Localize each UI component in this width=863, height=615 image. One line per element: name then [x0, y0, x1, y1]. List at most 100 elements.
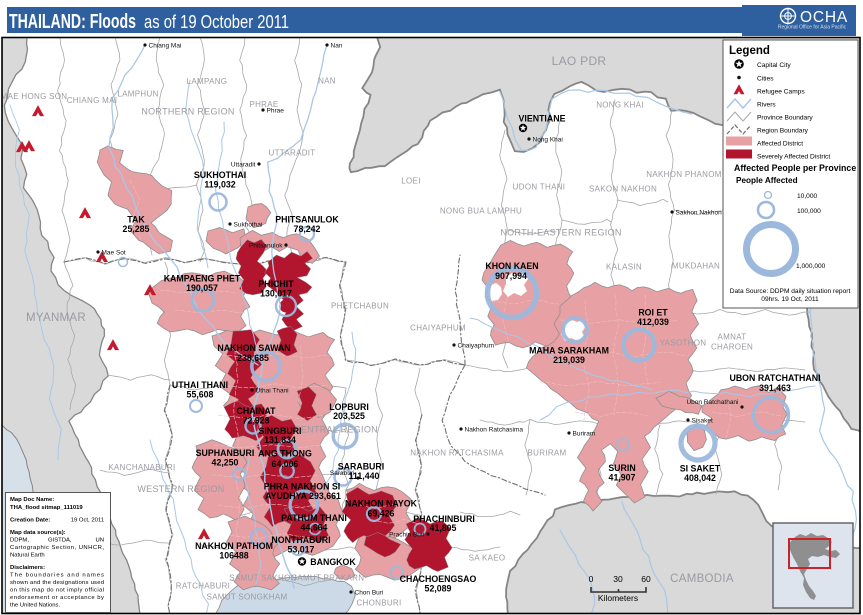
svg-text:NAKHON RATCHASIMA: NAKHON RATCHASIMA: [410, 449, 504, 458]
svg-text:UTTARADIT: UTTARADIT: [269, 149, 316, 158]
svg-text:Sakhon Nakhon: Sakhon Nakhon: [676, 210, 723, 217]
svg-text:Sisaket: Sisaket: [692, 418, 714, 425]
svg-text:NONG KHAI: NONG KHAI: [596, 101, 644, 110]
svg-text:SAKON NAKHON: SAKON NAKHON: [589, 185, 657, 194]
svg-text:PHICHIT: PHICHIT: [258, 279, 294, 289]
svg-text:LOEI: LOEI: [401, 177, 420, 186]
svg-text:Saraburi: Saraburi: [330, 470, 355, 477]
svg-text:MUKDAHAN: MUKDAHAN: [672, 262, 720, 271]
svg-text:Cities: Cities: [757, 76, 774, 83]
svg-text:Chiang Mai: Chiang Mai: [149, 43, 182, 50]
svg-text:MAE HONG SON: MAE HONG SON: [1, 92, 68, 101]
svg-text:130,017: 130,017: [260, 289, 292, 299]
svg-text:131,834: 131,834: [264, 435, 296, 445]
svg-text:190,057: 190,057: [186, 283, 218, 293]
svg-text:NAKHON PATHOM: NAKHON PATHOM: [195, 541, 273, 551]
svg-text:PHITSANULOK: PHITSANULOK: [275, 215, 339, 225]
svg-text:09hrs. 19 Oct, 2011: 09hrs. 19 Oct, 2011: [761, 296, 819, 303]
svg-text:MAHA SARAKHAM: MAHA SARAKHAM: [529, 346, 609, 356]
svg-text:10,000: 10,000: [797, 193, 818, 200]
svg-text:Uttaradit: Uttaradit: [231, 162, 256, 169]
svg-text:LAMPANG: LAMPANG: [187, 77, 228, 86]
svg-text:LOPBURI: LOPBURI: [329, 402, 369, 412]
svg-text:NONTHABURI: NONTHABURI: [271, 535, 330, 545]
svg-text:MYANMAR: MYANMAR: [26, 312, 86, 324]
svg-text:THAILAND: Floods: THAILAND: Floods: [9, 10, 136, 33]
svg-text:WESTERN REGION: WESTERN REGION: [137, 484, 224, 494]
svg-text:Buriram: Buriram: [573, 431, 596, 438]
svg-text:the United Nations.: the United Nations.: [10, 603, 60, 609]
svg-text:PHACHINBURI: PHACHINBURI: [413, 514, 475, 524]
svg-text:NORTHERN REGION: NORTHERN REGION: [141, 107, 234, 117]
svg-text:UTHAI THANI: UTHAI THANI: [172, 380, 228, 390]
svg-text:NAN: NAN: [318, 77, 336, 86]
svg-text:Affected People per Province: Affected People per Province: [734, 163, 856, 173]
svg-text:SINGBURI: SINGBURI: [258, 426, 301, 436]
svg-text:SARABURI: SARABURI: [338, 462, 384, 472]
svg-text:UBON RATCHATHANI: UBON RATCHATHANI: [729, 373, 820, 383]
svg-text:KHON KAEN: KHON KAEN: [485, 261, 538, 271]
svg-text:KALASIN: KALASIN: [606, 263, 642, 272]
svg-text:41,907: 41,907: [609, 473, 636, 483]
svg-text:NAKHON PHANOM: NAKHON PHANOM: [646, 170, 721, 179]
svg-text:Prachin Buri: Prachin Buri: [389, 532, 424, 539]
svg-text:RATCHABURI: RATCHABURI: [176, 582, 230, 591]
svg-text:111,440: 111,440: [349, 471, 380, 481]
svg-text:Uthai Thani: Uthai Thani: [256, 388, 289, 395]
svg-text:NAKHON SAWAN: NAKHON SAWAN: [217, 343, 290, 353]
svg-text:BURIRAM: BURIRAM: [528, 449, 567, 458]
svg-text:CHIANG MAI: CHIANG MAI: [67, 96, 118, 105]
svg-text:60: 60: [641, 574, 651, 584]
svg-text:Legend: Legend: [729, 45, 770, 57]
svg-text:as of 19 October 2011: as of 19 October 2011: [144, 11, 289, 32]
svg-text:PHRA NAKHON SI: PHRA NAKHON SI: [264, 482, 340, 492]
svg-text:SUPHANBURI: SUPHANBURI: [196, 448, 255, 458]
svg-text:55,608: 55,608: [187, 390, 214, 400]
svg-text:OCHA: OCHA: [800, 9, 848, 26]
svg-text:Kilometers: Kilometers: [598, 593, 638, 603]
svg-text:GISTDA,: GISTDA,: [48, 538, 72, 544]
svg-text:25,285: 25,285: [123, 224, 150, 234]
svg-text:Natural Earth: Natural Earth: [10, 553, 45, 559]
svg-text:KAMPAENG PHET: KAMPAENG PHET: [164, 274, 241, 284]
svg-text:119,032: 119,032: [204, 180, 235, 190]
svg-text:LAMPHUN: LAMPHUN: [117, 90, 158, 99]
svg-text:CHACHOENGSAO: CHACHOENGSAO: [400, 574, 477, 584]
svg-text:PHRAE: PHRAE: [249, 100, 278, 109]
svg-text:Mae Sot: Mae Sot: [102, 250, 126, 257]
svg-text:TAK: TAK: [127, 215, 145, 225]
svg-text:64,006: 64,006: [272, 459, 299, 469]
svg-text:SI SAKET: SI SAKET: [680, 464, 721, 474]
svg-text:41,805: 41,805: [430, 523, 457, 533]
svg-text:69,426: 69,426: [368, 509, 395, 519]
svg-text:BANGKOK: BANGKOK: [310, 557, 356, 567]
svg-text:72,928: 72,928: [243, 416, 270, 426]
svg-text:shown and the designations use: shown and the designations used: [10, 580, 104, 586]
svg-text:100,000: 100,000: [797, 208, 821, 215]
svg-text:CHONBURI: CHONBURI: [356, 599, 401, 608]
svg-text:LAO PDR: LAO PDR: [552, 54, 607, 68]
svg-text:Severely Affected District: Severely Affected District: [757, 154, 830, 161]
svg-text:SAMUT SAKHON: SAMUT SAKHON: [229, 574, 296, 583]
svg-text:42,250: 42,250: [212, 458, 239, 468]
svg-text:on this map do not imply offic: on this map do not imply official: [10, 588, 104, 594]
svg-text:Chon Buri: Chon Buri: [355, 590, 384, 597]
svg-text:NAKHON NAYOK: NAKHON NAYOK: [345, 499, 418, 509]
svg-text:408,042: 408,042: [684, 473, 716, 483]
svg-text:Nong Khai: Nong Khai: [533, 137, 563, 144]
svg-text:UN: UN: [95, 538, 104, 544]
svg-text:Disclaimers:: Disclaimers:: [10, 565, 45, 571]
svg-text:DDPM,: DDPM,: [10, 538, 29, 544]
svg-text:52,089: 52,089: [425, 584, 452, 594]
svg-text:KANCHANABURI: KANCHANABURI: [108, 463, 175, 472]
svg-text:Region Boundary: Region Boundary: [757, 128, 809, 135]
svg-text:78,242: 78,242: [294, 224, 321, 234]
svg-text:CHAINAT: CHAINAT: [237, 406, 277, 416]
svg-text:CAMBODIA: CAMBODIA: [670, 573, 734, 585]
svg-text:SA KAEO: SA KAEO: [469, 554, 506, 563]
svg-text:Capital City: Capital City: [757, 62, 791, 69]
svg-text:203,525: 203,525: [333, 411, 365, 421]
svg-text:ANG THONG: ANG THONG: [258, 449, 312, 459]
svg-text:CENTRAL REGION: CENTRAL REGION: [294, 425, 378, 435]
svg-text:1,000,000: 1,000,000: [796, 263, 826, 270]
